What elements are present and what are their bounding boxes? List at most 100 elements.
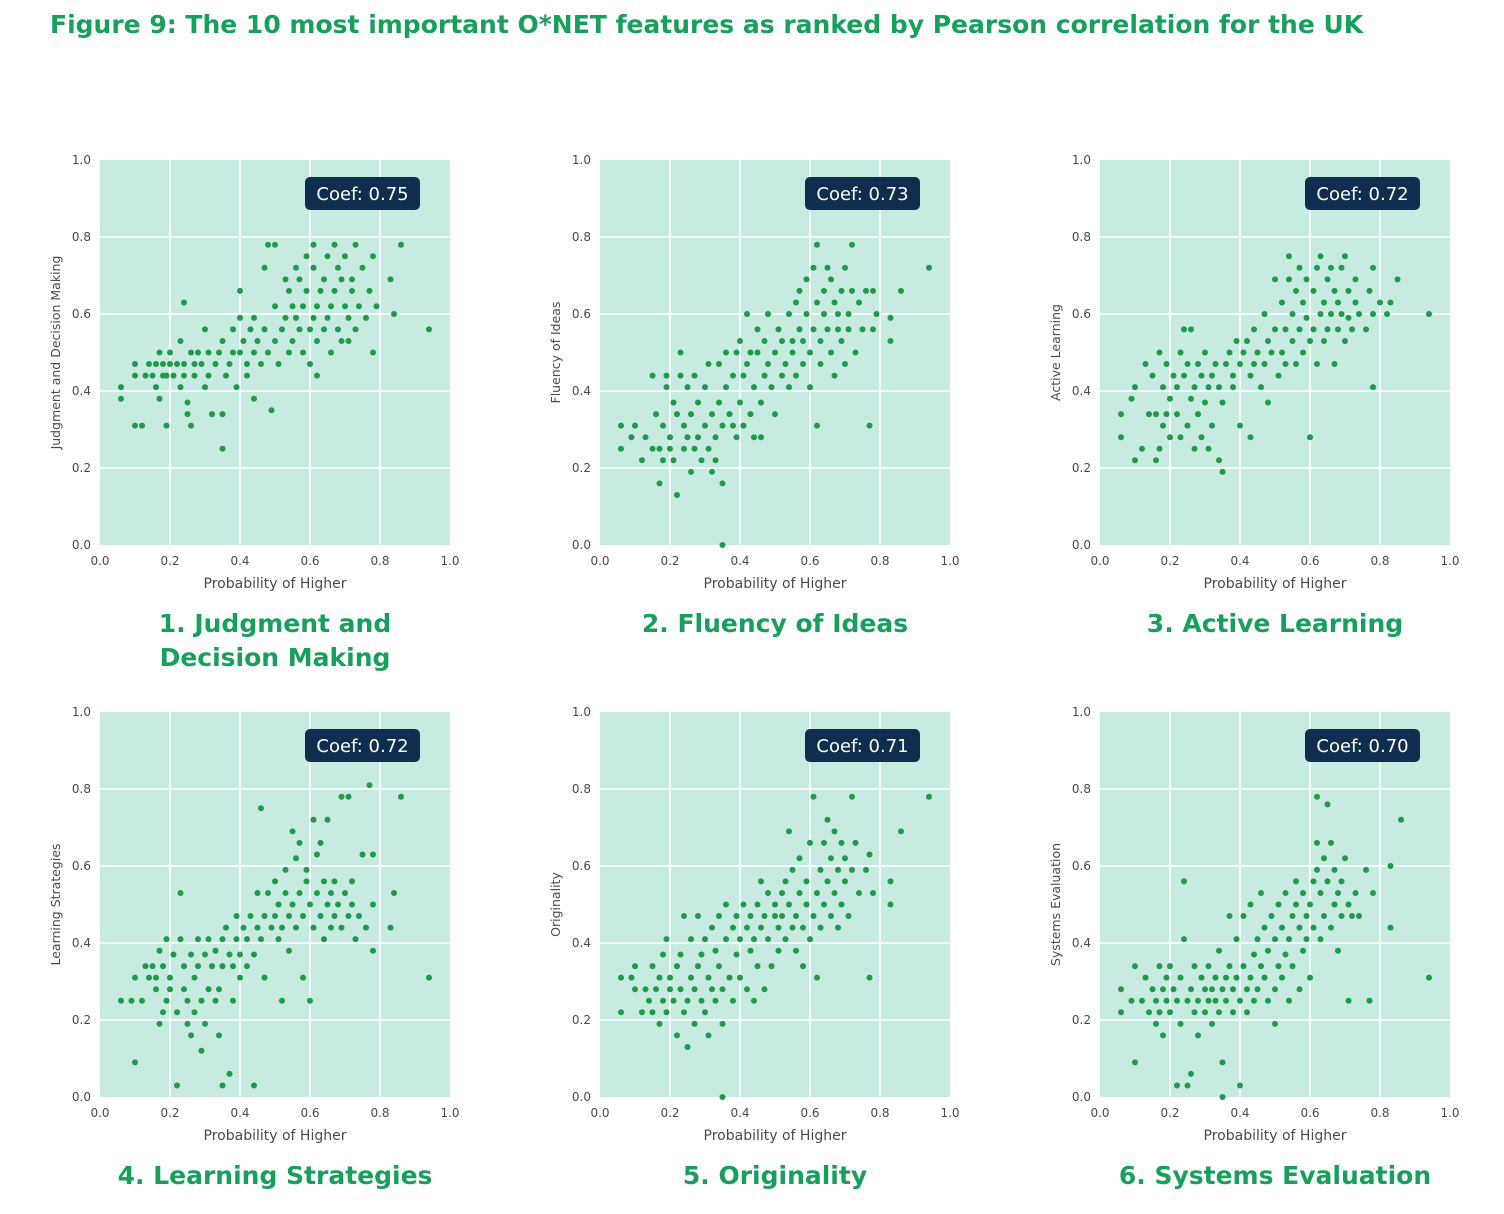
data-point: [324, 314, 331, 321]
data-point: [1230, 986, 1236, 993]
data-point: [1139, 445, 1145, 452]
data-point: [1349, 326, 1355, 333]
data-point: [1184, 422, 1191, 429]
data-point: [1174, 1082, 1180, 1089]
data-point: [310, 924, 317, 931]
data-point: [1272, 986, 1278, 993]
data-point: [240, 924, 247, 931]
data-point: [1202, 1009, 1208, 1016]
coef-badge: [1305, 729, 1420, 762]
data-point: [202, 384, 208, 391]
data-point: [1240, 349, 1247, 356]
data-point: [628, 434, 635, 441]
data-point: [800, 361, 806, 368]
x-tick-label: 0.4: [730, 1106, 749, 1120]
data-point: [1233, 337, 1240, 344]
data-point: [702, 384, 708, 391]
data-point: [733, 434, 740, 441]
data-point: [1247, 372, 1254, 379]
data-point: [1167, 395, 1173, 402]
data-point: [275, 361, 282, 368]
data-point: [765, 889, 771, 896]
data-point: [1219, 399, 1226, 406]
data-point: [335, 901, 341, 908]
data-point: [223, 372, 229, 379]
x-tick-label: 0.4: [1230, 1106, 1249, 1120]
data-point: [709, 924, 715, 931]
data-point: [160, 361, 166, 368]
data-point: [349, 287, 355, 294]
data-point: [705, 361, 712, 368]
data-point: [1219, 1094, 1226, 1100]
data-point: [293, 924, 299, 931]
data-point: [349, 901, 355, 908]
data-point: [233, 936, 240, 943]
data-point: [233, 913, 240, 920]
data-point: [1156, 349, 1163, 356]
data-point: [740, 372, 747, 379]
data-point: [849, 793, 855, 800]
data-point: [870, 889, 876, 896]
data-point: [1265, 399, 1271, 406]
data-point: [674, 1032, 680, 1039]
data-point: [831, 889, 838, 896]
data-point: [338, 276, 345, 283]
data-point: [1251, 997, 1257, 1004]
data-point: [716, 913, 722, 920]
data-point: [653, 986, 659, 993]
data-point: [1324, 878, 1331, 885]
data-point: [754, 326, 761, 333]
data-point: [1303, 936, 1310, 943]
data-point: [324, 253, 331, 260]
data-point: [300, 303, 306, 310]
data-point: [184, 399, 191, 406]
y-tick-label: 0.0: [1072, 538, 1091, 552]
data-point: [1356, 311, 1362, 317]
data-point: [870, 326, 876, 333]
data-point: [237, 951, 243, 958]
data-point: [1314, 361, 1320, 368]
data-point: [810, 793, 817, 800]
data-point: [195, 963, 201, 970]
data-point: [814, 299, 820, 306]
data-point: [1282, 951, 1289, 958]
x-tick-label: 0.8: [870, 1106, 889, 1120]
data-point: [842, 878, 848, 885]
data-point: [1275, 901, 1282, 908]
data-point: [310, 241, 317, 248]
chart-caption: 3. Active Learning: [1146, 609, 1404, 638]
x-tick-label: 0.2: [1160, 554, 1179, 568]
data-point: [789, 924, 796, 931]
data-point: [1244, 337, 1250, 344]
data-point: [786, 901, 792, 908]
data-point: [1230, 384, 1236, 391]
data-point: [1163, 997, 1170, 1004]
data-point: [170, 951, 177, 958]
data-point: [1205, 963, 1212, 970]
data-point: [352, 936, 359, 943]
data-point: [247, 326, 254, 333]
data-point: [1247, 901, 1254, 908]
y-tick-label: 0.0: [72, 538, 91, 552]
data-point: [800, 963, 806, 970]
data-point: [1317, 311, 1324, 317]
data-point: [709, 986, 715, 993]
y-tick-label: 0.4: [1072, 936, 1091, 950]
x-tick-label: 0.4: [230, 1106, 249, 1120]
data-point: [737, 936, 743, 943]
data-point: [335, 326, 341, 333]
data-point: [191, 361, 198, 368]
data-point: [807, 839, 813, 846]
data-point: [170, 372, 177, 379]
data-point: [321, 878, 327, 885]
data-point: [359, 264, 366, 271]
data-point: [188, 422, 194, 429]
data-point: [831, 299, 838, 306]
data-point: [209, 963, 215, 970]
data-point: [730, 997, 736, 1004]
data-point: [153, 974, 159, 981]
data-point: [684, 384, 691, 391]
data-point: [240, 337, 247, 344]
x-tick-label: 0.4: [230, 554, 249, 568]
data-point: [303, 253, 310, 260]
